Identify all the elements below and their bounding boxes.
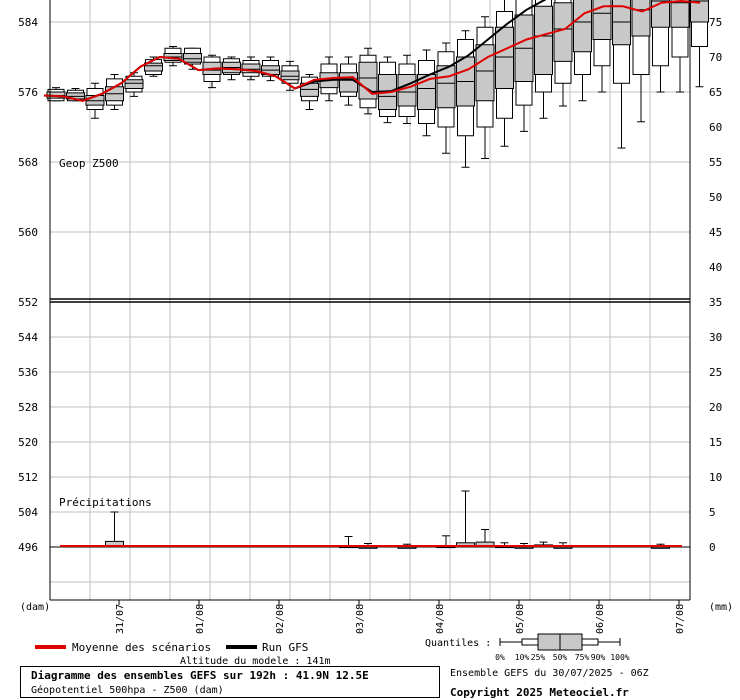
axis-ticks: 6166086005925845765685605525445365285205… (18, 16, 722, 634)
bottom-panel-title: Précipitations (59, 496, 152, 509)
box-p25-p75 (573, 0, 592, 53)
quantile-mark-label: 0% (495, 653, 505, 662)
left-tick-label: 552 (18, 296, 38, 309)
right-tick-label: 0 (709, 541, 716, 554)
right-tick-label: 5 (709, 506, 716, 519)
left-tick-label: 584 (18, 16, 38, 29)
box-p25-p75 (495, 26, 514, 89)
altitude-label: Altitude du modele : 141m (180, 656, 331, 667)
quantile-mark-label: 50% (553, 653, 568, 662)
box-p25-p75 (631, 0, 651, 37)
date-label: 05/08 (515, 604, 526, 634)
box-p25-p75 (417, 74, 436, 110)
mean-scenarios-line (43, 0, 701, 102)
right-tick-label: 50 (709, 191, 722, 204)
right-tick-label: 40 (709, 261, 722, 274)
box-p25-p75 (183, 53, 202, 63)
left-tick-label: 504 (18, 506, 38, 519)
ensemble-run-label: Ensemble GEFS du 30/07/2025 - 06Z (450, 668, 649, 679)
quantile-mark-label: 25% (531, 653, 546, 662)
right-tick-label: 65 (709, 86, 722, 99)
right-tick-label: 10 (709, 471, 722, 484)
box-p25-p75 (280, 70, 300, 81)
legend-run-label: Run GFS (262, 641, 308, 654)
box-p25-p75 (241, 63, 261, 74)
left-tick-label: 576 (18, 86, 38, 99)
plot-frame (49, 0, 691, 601)
right-tick-label: 75 (709, 16, 722, 29)
top-panel-title: Geop Z500 (59, 157, 119, 170)
left-tick-label: 560 (18, 226, 38, 239)
box-p25-p75 (144, 62, 163, 72)
date-label: 02/08 (275, 604, 286, 634)
box-p25-p75 (436, 65, 456, 109)
date-label: 01/08 (195, 604, 206, 634)
left-axis-unit: (dam) (20, 602, 50, 613)
left-tick-label: 528 (18, 401, 38, 414)
left-tick-label: 536 (18, 366, 38, 379)
right-tick-label: 30 (709, 331, 722, 344)
z500-lines (43, 0, 701, 102)
left-tick-label: 512 (18, 471, 38, 484)
quantile-mark-label: 10% (515, 653, 530, 662)
z500-boxplots (46, 0, 709, 168)
quantile-mark-label: 100% (610, 653, 629, 662)
chart-info-box: Diagramme des ensembles GEFS sur 192h : … (20, 666, 440, 698)
box-p25-p75 (358, 61, 378, 100)
date-label: 31/07 (115, 604, 126, 634)
chart-subtitle: Géopotentiel 500hpa - Z500 (dam) (31, 685, 224, 696)
right-tick-label: 45 (709, 226, 722, 239)
right-tick-label: 55 (709, 156, 722, 169)
legend-mean-label: Moyenne des scénarios (72, 641, 211, 654)
box-p25-p75 (475, 44, 495, 102)
left-tick-label: 520 (18, 436, 38, 449)
chart-title: Diagramme des ensembles GEFS sur 192h : … (31, 669, 369, 682)
quantile-mark-label: 75% (575, 653, 590, 662)
box-p25-p75 (124, 79, 144, 89)
precip-boxplots (50, 490, 690, 549)
quantile-mark-label: 90% (591, 653, 606, 662)
right-tick-label: 20 (709, 401, 722, 414)
box-p25-p75 (670, 0, 690, 28)
left-tick-label: 544 (18, 331, 38, 344)
copyright-label: Copyright 2025 Meteociel.fr (450, 686, 629, 699)
right-tick-label: 25 (709, 366, 722, 379)
date-label: 04/08 (435, 604, 446, 634)
box-p25-p75 (339, 72, 358, 93)
legend-quantile-box (499, 633, 621, 651)
date-label: 03/08 (355, 604, 366, 634)
date-label: 07/08 (675, 604, 686, 634)
right-tick-label: 60 (709, 121, 722, 134)
box-p25-p75 (651, 0, 670, 28)
right-tick-label: 15 (709, 436, 722, 449)
legend-quantile-marks: 0% 10% 25% 50% 75% 90% 100% (495, 653, 630, 662)
right-axis-unit: (mm) (709, 602, 733, 613)
right-tick-label: 35 (709, 296, 722, 309)
right-tick-label: 70 (709, 51, 722, 64)
left-tick-label: 568 (18, 156, 38, 169)
legend-quantiles-label: Quantiles : (425, 638, 491, 649)
date-label: 06/08 (595, 604, 606, 634)
box-p25-p75 (534, 5, 553, 75)
left-tick-label: 496 (18, 541, 38, 554)
